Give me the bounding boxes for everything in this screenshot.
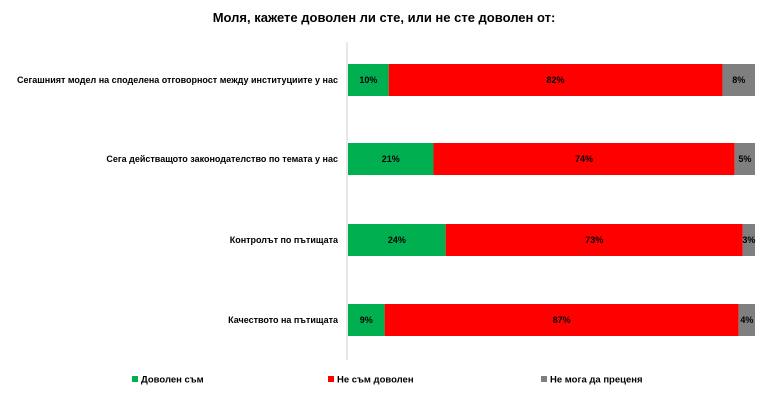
data-label: 9% (360, 315, 373, 325)
bar-segment (433, 143, 735, 175)
bar-segments (348, 64, 755, 336)
data-label: 8% (732, 75, 745, 85)
bar-segment (742, 224, 755, 256)
bar-segment (348, 143, 434, 175)
legend-swatch (328, 376, 334, 382)
bar-segment (722, 64, 755, 96)
data-label: 5% (738, 154, 751, 164)
legend-label: Не мога да преценя (550, 375, 643, 386)
data-labels: 10% 82% 8% 21% 74% 5% 24% 73% 3% 9% 87% 4% (359, 75, 755, 325)
data-label: 87% (553, 315, 571, 325)
data-label: 82% (547, 75, 565, 85)
legend: Доволен съм Не съм доволен Не мога да прец… (132, 375, 643, 386)
data-label: 21% (382, 154, 400, 164)
chart-title: Моля, кажете доволен ли сте, или не сте … (213, 10, 556, 25)
bar-segment (734, 143, 755, 175)
data-label: 74% (575, 154, 593, 164)
legend-label: Доволен съм (141, 375, 204, 386)
bar-segment (738, 304, 755, 336)
legend-label: Не съм доволен (337, 375, 414, 386)
bar-segment (348, 224, 446, 256)
category-label: Сегашният модел на споделена отговорност… (17, 75, 338, 85)
category-labels: Сегашният модел на споделена отговорност… (17, 75, 339, 325)
bar-segment (348, 304, 385, 336)
bar-segment (445, 224, 743, 256)
data-label: 3% (742, 235, 755, 245)
category-label: Качеството на пътищата (228, 315, 339, 325)
data-label: 10% (359, 75, 377, 85)
category-label: Контролът по пътищата (230, 235, 339, 245)
bar-segment (388, 64, 723, 96)
legend-swatch (541, 376, 547, 382)
data-label: 24% (388, 235, 406, 245)
data-label: 4% (740, 315, 753, 325)
category-label: Сега действащото законодателство по тема… (106, 154, 338, 164)
data-label: 73% (585, 235, 603, 245)
bar-segment (348, 64, 389, 96)
legend-swatch (132, 376, 138, 382)
bar-segment (384, 304, 739, 336)
